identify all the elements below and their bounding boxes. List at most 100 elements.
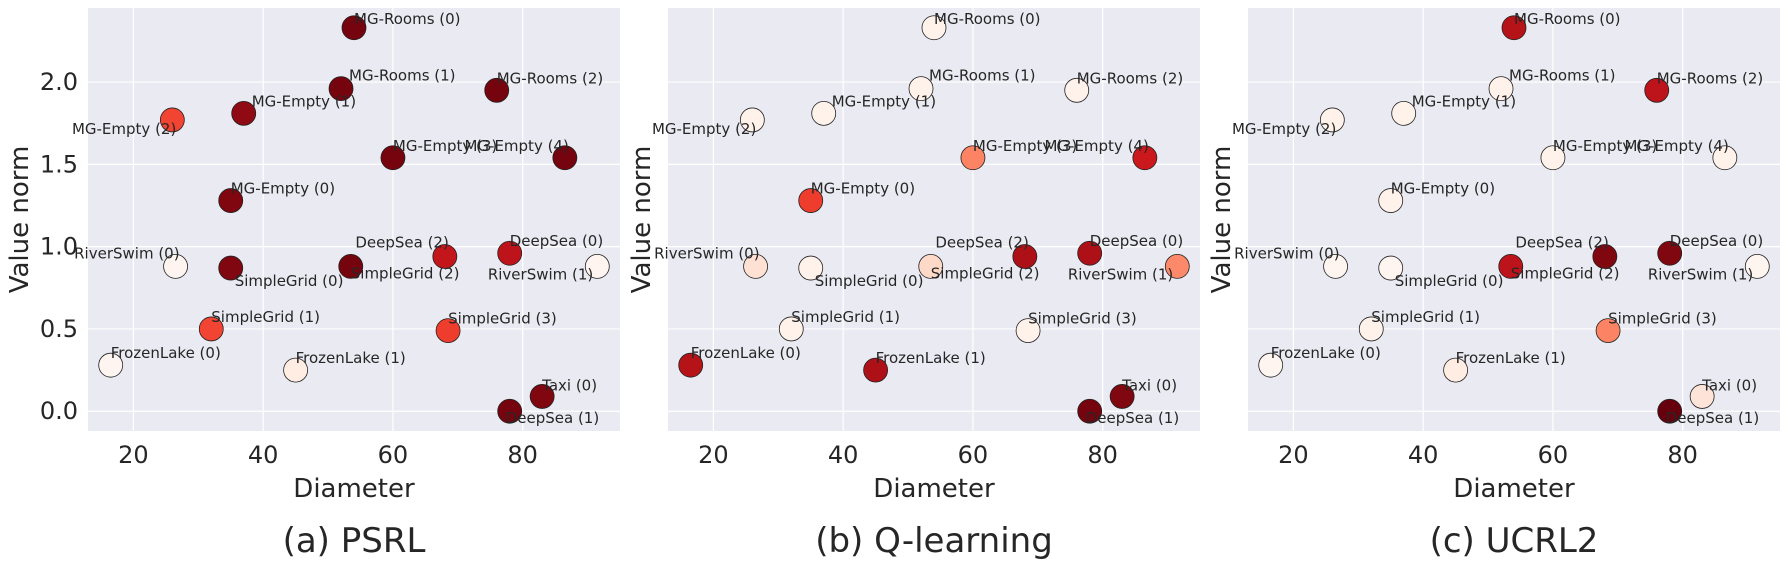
data-point: [432, 244, 458, 269]
data-point: [1258, 352, 1284, 378]
x-tick-label: 20: [1278, 441, 1309, 469]
point-label: SimpleGrid (3): [1608, 310, 1717, 328]
point-label: DeepSea (1): [1666, 409, 1760, 427]
x-tick-label: 40: [828, 441, 859, 469]
y-tick-label: 0.0: [40, 397, 78, 425]
data-point: [921, 15, 947, 41]
point-label: Taxi (0): [1121, 376, 1177, 394]
data-point: [1595, 318, 1621, 343]
point-label: MG-Empty (2): [1232, 120, 1336, 138]
point-label: MG-Rooms (0): [934, 10, 1041, 28]
point-label: MG-Empty (1): [252, 92, 356, 110]
data-point: [198, 316, 224, 342]
data-point: [1077, 398, 1103, 424]
data-point: [1164, 254, 1190, 279]
data-point: [798, 188, 824, 213]
point-label: SimpleGrid (1): [1371, 308, 1480, 326]
point-label: SimpleGrid (1): [791, 308, 900, 326]
data-point: [1488, 76, 1514, 102]
data-point: [163, 254, 188, 279]
point-label: MG-Empty (3): [1553, 137, 1657, 155]
data-point: [1498, 254, 1524, 279]
data-point: [1644, 77, 1670, 103]
point-label: Taxi (0): [541, 376, 597, 394]
point-label: FrozenLake (0): [1271, 344, 1381, 362]
point-label: MG-Empty (3): [393, 137, 497, 155]
data-point: [1132, 145, 1158, 171]
y-tick-label: 1.5: [40, 150, 78, 178]
data-point: [159, 107, 185, 133]
point-label: RiverSwim (1): [1068, 265, 1173, 283]
point-label: MG-Rooms (0): [1514, 10, 1621, 28]
data-point: [778, 316, 804, 342]
point-label: MG-Empty (0): [1391, 180, 1495, 198]
data-point: [1501, 15, 1527, 41]
point-label: SimpleGrid (0): [235, 272, 344, 290]
point-label: DeepSea (0): [510, 232, 603, 250]
x-axis-label: Diameter: [1453, 474, 1575, 504]
data-point: [98, 352, 124, 378]
y-axis-label: Value norm: [627, 146, 657, 294]
x-tick-label: 40: [1408, 441, 1439, 469]
point-label: SimpleGrid (2): [351, 264, 460, 282]
point-label: FrozenLake (1): [296, 349, 406, 367]
point-label: MG-Rooms (2): [1077, 69, 1184, 87]
point-label: SimpleGrid (0): [815, 272, 924, 290]
data-point: [1109, 384, 1135, 409]
data-point: [435, 318, 461, 343]
point-label: FrozenLake (1): [1456, 349, 1566, 367]
point-label: MG-Empty (4): [464, 137, 568, 155]
data-point: [811, 100, 837, 126]
panel-caption: (b) Q-learning: [815, 521, 1053, 561]
point-label: MG-Empty (1): [1412, 92, 1516, 110]
point-label: DeepSea (0): [1090, 232, 1184, 250]
data-point: [1391, 100, 1417, 126]
x-axis-label: Diameter: [873, 474, 995, 504]
point-label: FrozenLake (0): [691, 344, 801, 362]
data-point: [283, 357, 309, 383]
data-point: [1712, 145, 1738, 171]
plot-area-1: [88, 8, 620, 431]
data-point: [1443, 357, 1469, 383]
data-point: [918, 254, 944, 279]
point-label: MG-Empty (2): [72, 120, 176, 138]
data-point: [338, 254, 364, 279]
panel-caption: (a) PSRL: [283, 521, 426, 561]
x-axis-label: Diameter: [293, 474, 415, 504]
panel-caption: (c) UCRL2: [1430, 521, 1599, 561]
point-label: MG-Rooms (2): [1657, 69, 1764, 87]
data-point: [1592, 244, 1618, 269]
data-point: [1319, 107, 1345, 133]
plot-area-2: [668, 8, 1200, 431]
point-label: DeepSea (1): [1086, 409, 1180, 427]
data-point: [1744, 254, 1770, 279]
data-point: [341, 15, 367, 41]
data-point: [960, 145, 986, 171]
data-point: [484, 77, 510, 103]
point-label: SimpleGrid (2): [1511, 264, 1620, 282]
point-label: SimpleGrid (2): [931, 264, 1040, 282]
point-label: DeepSea (2): [1515, 234, 1609, 252]
data-point: [863, 357, 889, 383]
point-label: MG-Rooms (1): [349, 67, 456, 85]
x-tick-label: 80: [1087, 441, 1118, 469]
point-label: RiverSwim (1): [488, 265, 593, 283]
point-label: SimpleGrid (1): [211, 308, 320, 326]
point-label: MG-Empty (4): [1044, 137, 1148, 155]
data-point: [231, 100, 257, 126]
y-tick-label: 2.0: [40, 68, 78, 96]
point-label: MG-Empty (3): [973, 137, 1077, 155]
data-point: [584, 254, 610, 279]
point-label: Taxi (0): [1701, 376, 1757, 394]
point-label: RiverSwim (1): [1648, 265, 1753, 283]
point-label: SimpleGrid (3): [1028, 310, 1137, 328]
y-tick-label: 0.5: [40, 315, 78, 343]
data-point: [1015, 318, 1041, 343]
y-axis-label: Value norm: [1207, 146, 1237, 294]
data-point: [552, 145, 578, 171]
data-point: [1657, 398, 1683, 424]
x-tick-label: 80: [507, 441, 538, 469]
point-label: FrozenLake (1): [876, 349, 986, 367]
